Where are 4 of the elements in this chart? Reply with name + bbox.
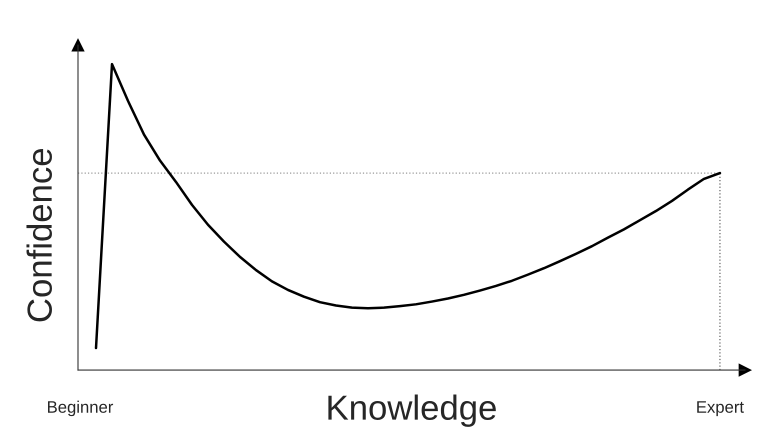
x-tick-label: Expert [697, 401, 744, 416]
y-axis-title: Confidence [26, 148, 52, 322]
x-axis-title: Knowledge [328, 394, 496, 427]
x-tick-label: Beginner [48, 400, 114, 416]
